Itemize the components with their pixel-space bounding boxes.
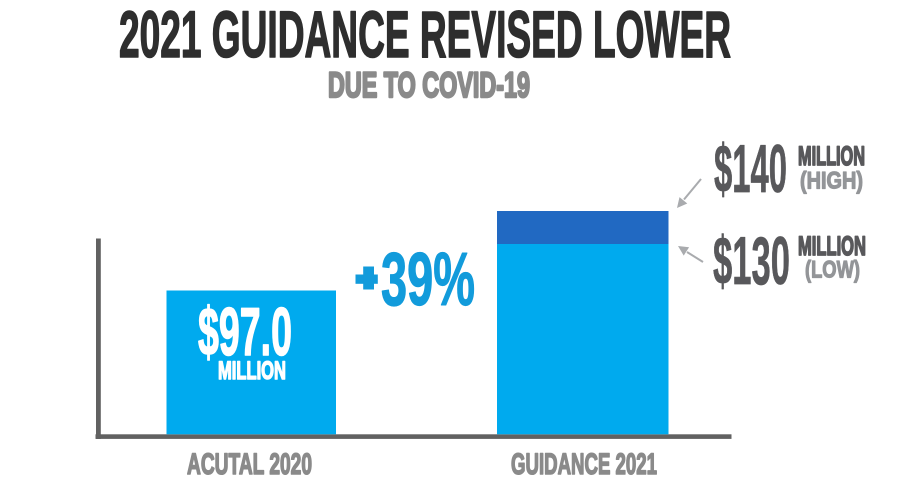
- svg-text:$97.0: $97.0: [198, 294, 292, 370]
- svg-text:$130: $130: [713, 223, 790, 299]
- svg-text:(HIGH): (HIGH): [800, 168, 863, 195]
- svg-text:2021 GUIDANCE REVISED LOWER: 2021 GUIDANCE REVISED LOWER: [119, 0, 731, 71]
- svg-text:ACUTAL 2020: ACUTAL 2020: [187, 448, 312, 481]
- svg-text:(LOW): (LOW): [805, 257, 860, 284]
- svg-text:MILLION: MILLION: [218, 357, 286, 385]
- svg-text:DUE TO COVID-19: DUE TO COVID-19: [328, 66, 530, 105]
- svg-text:GUIDANCE 2021: GUIDANCE 2021: [511, 448, 657, 481]
- svg-text:$140: $140: [714, 131, 787, 207]
- svg-text:MILLION: MILLION: [798, 231, 866, 261]
- svg-text:MILLION: MILLION: [798, 141, 865, 171]
- svg-text:39%: 39%: [381, 237, 475, 321]
